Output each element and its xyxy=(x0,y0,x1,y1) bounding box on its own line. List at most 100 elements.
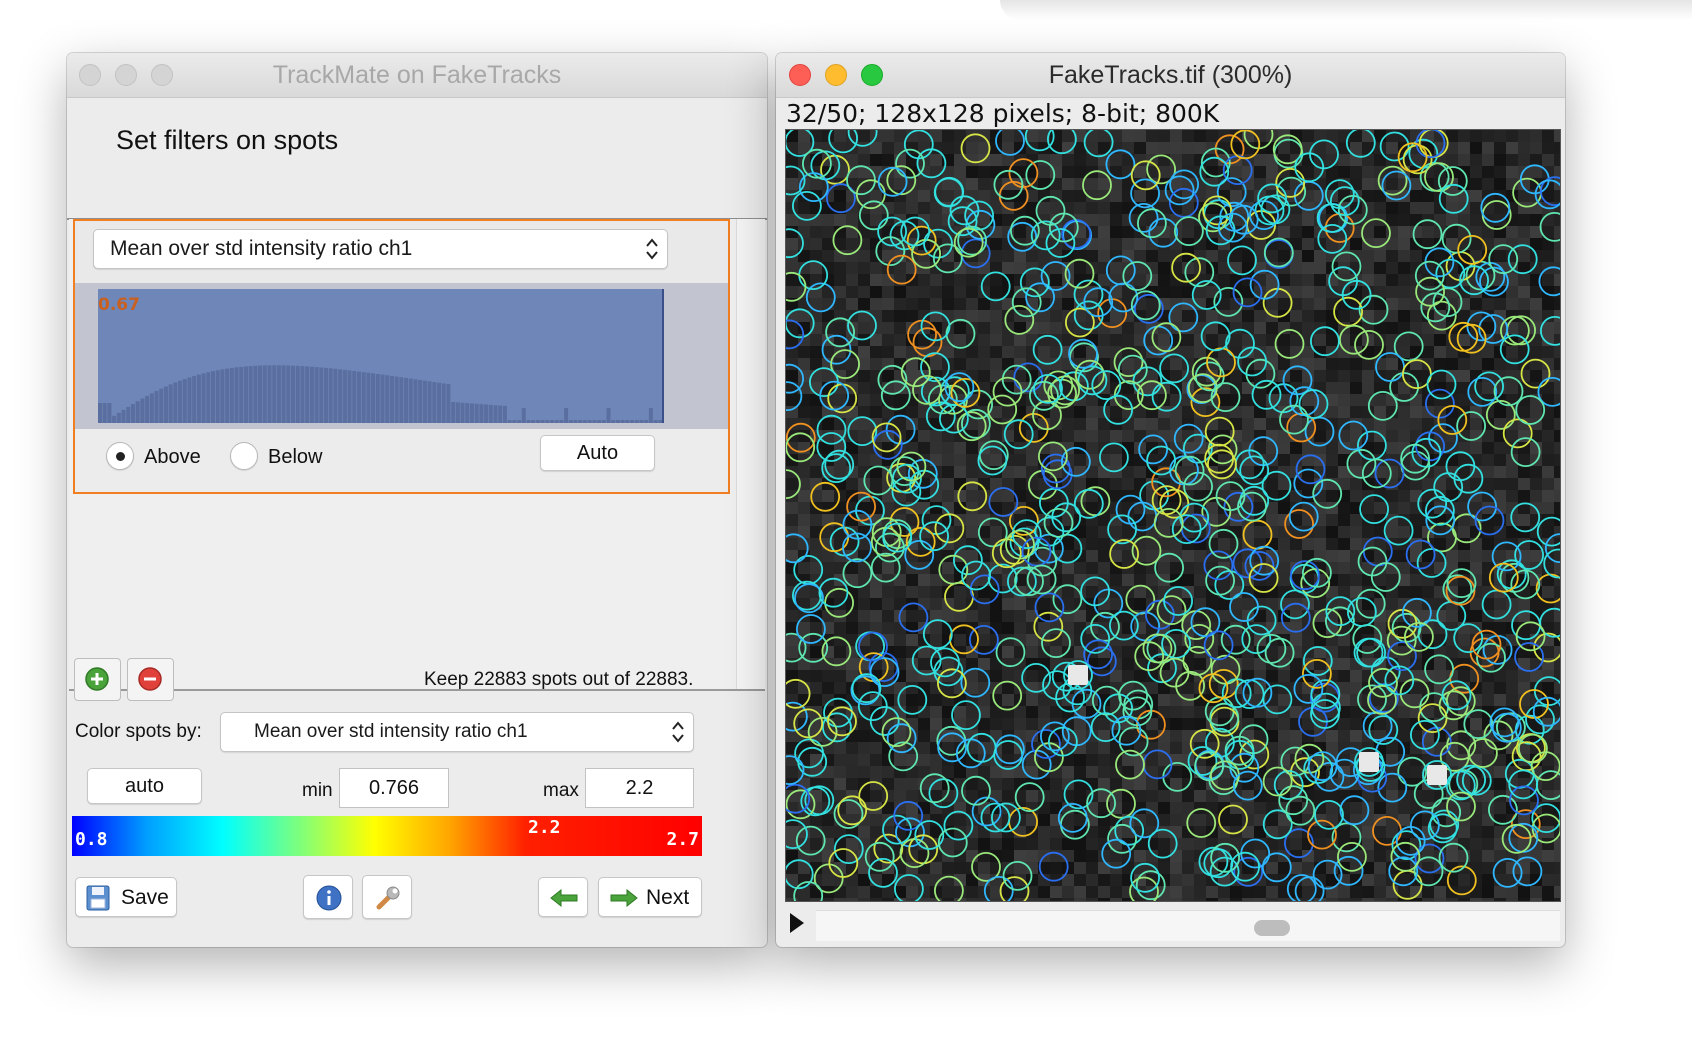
auto-threshold-button[interactable]: Auto xyxy=(540,435,655,471)
spot-marker xyxy=(1203,630,1234,661)
spot-marker xyxy=(1218,804,1248,835)
histogram-bar xyxy=(389,375,394,423)
spot-marker xyxy=(1225,328,1255,359)
add-icon xyxy=(85,667,109,691)
frame-slider[interactable] xyxy=(816,910,1560,941)
spot-marker xyxy=(786,432,816,463)
image-canvas[interactable] xyxy=(785,129,1561,902)
spot-marker xyxy=(904,539,935,570)
spot-marker xyxy=(1325,596,1356,627)
spot-marker xyxy=(1251,379,1282,410)
histogram-bar xyxy=(451,401,456,423)
spot-marker xyxy=(869,657,900,687)
spot-marker xyxy=(957,481,988,512)
spot-marker xyxy=(1507,244,1538,275)
spot-marker xyxy=(914,820,945,850)
spot-marker xyxy=(875,236,906,266)
spot-marker xyxy=(888,741,919,772)
spot-marker xyxy=(793,708,824,739)
color-by-select[interactable]: Mean over std intensity ratio ch1 xyxy=(220,712,694,752)
histogram-bar xyxy=(564,408,569,423)
threshold-histogram[interactable]: 0.67 xyxy=(75,283,728,429)
spot-marker xyxy=(1260,194,1291,225)
histogram-bar xyxy=(432,382,437,423)
spot-marker xyxy=(1159,353,1190,384)
frame-slider-thumb[interactable] xyxy=(1254,920,1290,936)
trackmate-titlebar[interactable]: TrackMate on FakeTracks xyxy=(67,53,767,98)
histogram-bar xyxy=(328,368,333,423)
spot-marker xyxy=(858,631,888,662)
max-field[interactable]: 2.2 xyxy=(585,768,694,808)
spot-marker xyxy=(1233,856,1264,887)
spot-marker xyxy=(903,130,934,160)
spot-marker xyxy=(1514,540,1544,570)
minimize-button[interactable] xyxy=(825,64,847,86)
spot-marker xyxy=(964,200,995,231)
spot-marker xyxy=(1314,800,1344,830)
spot-marker xyxy=(1374,458,1405,489)
spot-marker xyxy=(1435,258,1466,289)
spot-marker xyxy=(1173,216,1204,246)
spot-marker xyxy=(960,408,991,439)
spot-marker xyxy=(960,133,991,164)
image-titlebar[interactable]: FakeTracks.tif (300%) xyxy=(776,53,1565,98)
histogram-bar xyxy=(469,403,474,423)
spot-marker xyxy=(1426,300,1457,331)
save-label: Save xyxy=(121,886,169,909)
spot-marker xyxy=(864,841,895,872)
window-title: FakeTracks.tif (300%) xyxy=(1048,61,1293,89)
zoom-button[interactable] xyxy=(151,64,173,86)
spot-marker xyxy=(1368,683,1399,713)
spot-marker xyxy=(1190,387,1221,418)
spot-marker xyxy=(1467,491,1497,522)
spot-marker xyxy=(1200,321,1231,352)
spot-marker xyxy=(1515,395,1546,425)
spot-marker xyxy=(1331,251,1362,282)
histogram-bar xyxy=(446,384,451,423)
add-filter-button[interactable] xyxy=(74,658,121,701)
spot-marker xyxy=(1045,228,1076,258)
spot-marker xyxy=(1244,550,1275,581)
spot-marker xyxy=(1525,704,1555,735)
spot-marker xyxy=(1021,663,1052,693)
filter-list-scrollbar[interactable] xyxy=(736,219,765,689)
histogram-bar xyxy=(243,366,248,423)
histogram-bar xyxy=(145,395,150,423)
next-button[interactable]: Next xyxy=(598,877,702,917)
min-label: min xyxy=(302,780,333,801)
histogram-bar xyxy=(601,420,606,423)
below-radio[interactable] xyxy=(230,442,258,470)
spot-marker xyxy=(786,422,816,453)
histogram-bar xyxy=(385,375,390,423)
spot-marker xyxy=(1027,469,1058,500)
close-button[interactable] xyxy=(79,64,101,86)
spot-marker xyxy=(1153,507,1184,538)
spot-marker xyxy=(1438,842,1469,873)
configure-button[interactable] xyxy=(362,875,412,919)
close-button[interactable] xyxy=(789,64,811,86)
spot-marker xyxy=(1249,545,1280,576)
histogram-bar xyxy=(606,408,611,423)
info-button[interactable] xyxy=(303,875,353,919)
chevron-updown-icon xyxy=(672,721,684,743)
spot-marker xyxy=(1261,470,1292,501)
above-radio[interactable] xyxy=(106,442,134,470)
minimize-button[interactable] xyxy=(115,64,137,86)
spot-marker xyxy=(1091,370,1122,401)
save-button[interactable]: Save xyxy=(75,877,177,917)
min-field[interactable]: 0.766 xyxy=(339,768,449,808)
histogram-bar xyxy=(159,388,164,423)
remove-filter-button[interactable] xyxy=(127,658,174,701)
spot-marker xyxy=(1040,261,1071,291)
auto-range-button[interactable]: auto xyxy=(87,768,202,804)
zoom-button[interactable] xyxy=(861,64,883,86)
spot-marker xyxy=(1209,702,1240,733)
spot-marker xyxy=(795,614,826,644)
trackmate-window: TrackMate on FakeTracks Set filters on s… xyxy=(67,53,767,947)
play-icon[interactable] xyxy=(790,913,804,933)
spot-marker xyxy=(968,624,999,655)
filter-feature-select[interactable]: Mean over std intensity ratio ch1 xyxy=(93,229,668,269)
colorbar-min-label: 0.8 xyxy=(75,829,108,850)
histogram-bar xyxy=(352,370,357,423)
back-button[interactable] xyxy=(538,877,588,917)
